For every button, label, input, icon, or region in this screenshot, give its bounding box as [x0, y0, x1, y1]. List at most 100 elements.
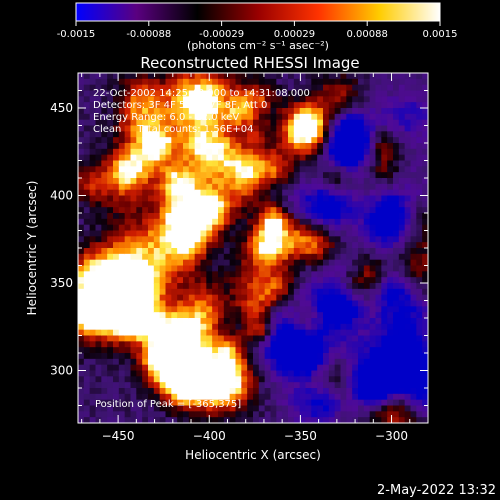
heatmap-cell: [229, 248, 237, 255]
heatmap-cell: [142, 131, 149, 138]
heatmap-cell: [200, 259, 207, 267]
heatmap-cell: [288, 347, 295, 354]
heatmap-cell: [393, 294, 400, 302]
heatmap-cell: [276, 119, 283, 127]
heatmap-cell: [136, 131, 143, 138]
heatmap-cell: [346, 353, 353, 360]
heatmap-cell: [363, 131, 371, 138]
heatmap-cell: [264, 102, 272, 109]
heatmap-cell: [188, 253, 196, 261]
heatmap-cell: [159, 306, 167, 313]
heatmap-cell: [253, 283, 260, 290]
heatmap-cell: [340, 108, 347, 115]
heatmap-cell: [398, 160, 406, 167]
heatmap-cell: [218, 347, 225, 354]
heatmap-cell: [235, 137, 242, 144]
heatmap-cell: [393, 143, 400, 150]
heatmap-cell: [352, 137, 359, 144]
heatmap-cell: [317, 172, 324, 179]
heatmap-cell: [253, 382, 260, 389]
heatmap-cell: [293, 236, 301, 243]
heatmap-cell: [282, 172, 289, 179]
heatmap-cell: [363, 166, 371, 173]
heatmap-cell: [416, 253, 423, 261]
heatmap-cell: [398, 189, 406, 197]
heatmap-cell: [264, 417, 272, 423]
heatmap-cell: [323, 411, 330, 418]
heatmap-cell: [165, 347, 172, 354]
heatmap-cell: [276, 131, 283, 138]
heatmap-cell: [130, 341, 137, 348]
heatmap-cell: [317, 294, 324, 302]
heatmap-cell: [171, 131, 178, 138]
heatmap-cell: [328, 358, 336, 366]
heatmap-cell: [142, 283, 149, 290]
heatmap-cell: [206, 213, 213, 220]
heatmap-cell: [398, 271, 406, 278]
heatmap-cell: [323, 405, 330, 412]
x-tick-label: −300: [375, 429, 408, 443]
heatmap-cell: [241, 137, 248, 144]
heatmap-cell: [177, 335, 184, 342]
heatmap-cell: [107, 178, 114, 185]
heatmap-cell: [422, 253, 428, 261]
heatmap-cell: [305, 183, 312, 191]
heatmap-cell: [101, 230, 108, 237]
heatmap-cell: [334, 207, 342, 214]
heatmap-cell: [346, 154, 353, 162]
heatmap-cell: [229, 183, 237, 191]
heatmap-cell: [223, 148, 231, 156]
heatmap-cell: [276, 108, 283, 115]
heatmap-cell: [369, 166, 377, 173]
heatmap-cell: [328, 312, 336, 319]
heatmap-cell: [247, 288, 254, 296]
heatmap-cell: [311, 353, 318, 360]
heatmap-cell: [159, 329, 167, 337]
heatmap-cell: [387, 306, 394, 313]
heatmap-cell: [317, 160, 324, 167]
heatmap-cell: [416, 143, 423, 150]
heatmap-cell: [206, 277, 213, 284]
heatmap-cell: [107, 224, 114, 232]
heatmap-cell: [188, 131, 196, 138]
heatmap-cell: [223, 358, 231, 366]
heatmap-cell: [183, 242, 190, 249]
heatmap-cell: [118, 224, 126, 232]
heatmap-cell: [334, 294, 342, 302]
heatmap-cell: [410, 201, 417, 208]
heatmap-cell: [142, 148, 149, 156]
heatmap-cell: [276, 137, 283, 144]
heatmap-cell: [258, 271, 266, 278]
heatmap-cell: [148, 230, 155, 237]
heatmap-cell: [142, 259, 149, 267]
heatmap-cell: [101, 108, 108, 115]
heatmap-cell: [369, 335, 377, 342]
heatmap-cell: [183, 195, 190, 202]
heatmap-cell: [398, 213, 406, 220]
heatmap-cell: [229, 393, 237, 401]
heatmap-cell: [288, 259, 295, 267]
heatmap-cell: [83, 382, 91, 389]
heatmap-cell: [270, 382, 277, 389]
heatmap-cell: [363, 178, 371, 185]
heatmap-cell: [200, 353, 207, 360]
heatmap-cell: [241, 201, 248, 208]
heatmap-cell: [136, 347, 143, 354]
heatmap-cell: [183, 224, 190, 232]
heatmap-cell: [113, 271, 120, 278]
heatmap-cell: [422, 277, 428, 284]
heatmap-cell: [323, 160, 330, 167]
heatmap-cell: [148, 253, 155, 261]
heatmap-cell: [422, 102, 428, 109]
heatmap-cell: [264, 84, 272, 92]
heatmap-cell: [381, 411, 388, 418]
heatmap-cell: [340, 201, 347, 208]
heatmap-cell: [264, 195, 272, 202]
heatmap-cell: [142, 207, 149, 214]
heatmap-cell: [387, 224, 394, 232]
heatmap-cell: [159, 353, 167, 360]
heatmap-cell: [171, 341, 178, 348]
heatmap-cell: [118, 347, 126, 354]
heatmap-cell: [375, 207, 382, 214]
heatmap-cell: [282, 108, 289, 115]
